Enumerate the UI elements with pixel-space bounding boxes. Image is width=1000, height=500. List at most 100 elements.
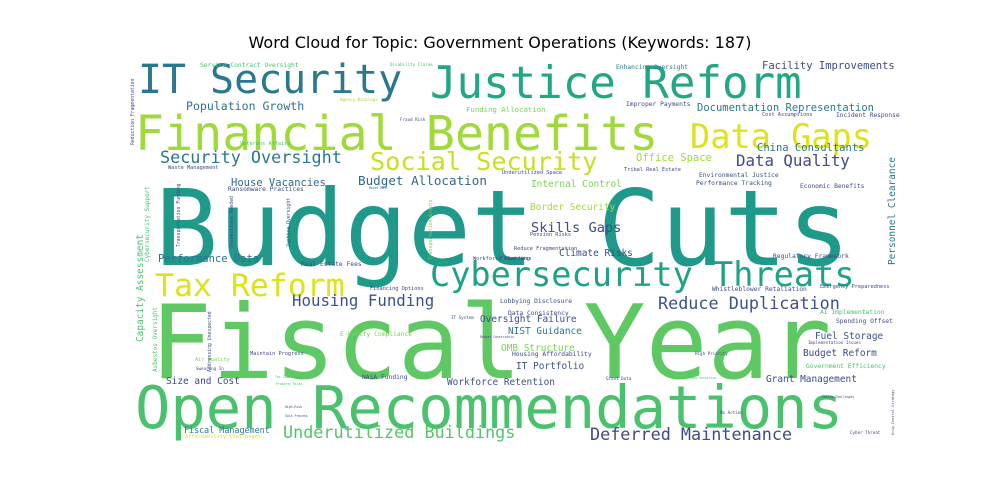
- word-data-gaps: Data Gaps: [690, 117, 872, 156]
- word-fraud-detection: Fraud Detection: [688, 376, 716, 380]
- word-workforce-retention: Workforce Retention: [447, 377, 555, 388]
- word-disability-claims: Disability Claims: [390, 62, 433, 67]
- word-nist-guidance: NIST Guidance: [508, 326, 582, 337]
- word-emergency-preparedness: Emergency Preparedness: [820, 284, 890, 290]
- word-budget-reform: Budget Reform: [803, 348, 877, 359]
- word-fiscal-year: Fiscal Year: [150, 283, 831, 403]
- word-fiscal-management: Fiscal Management: [184, 425, 270, 435]
- word-asbestos-oversight: Asbestos Oversight: [152, 307, 159, 372]
- word-pension-risks: Pension Risks: [530, 232, 571, 238]
- word-data-quality: Data Quality: [736, 151, 850, 170]
- word-reduction-fragmentation: Reduction Fragmentation: [130, 78, 136, 145]
- word-rural-mail: Rural Mail: [369, 186, 388, 190]
- word-capacity-assessment: Capacity Assessment: [135, 234, 146, 342]
- word-china-consultants: China Consultants: [757, 142, 864, 154]
- word-tax-reform: Tax Reform: [155, 268, 345, 304]
- word-fraud-risk: Fraud Risk: [400, 117, 426, 122]
- word-ransomware-practices: Ransomware Practices: [228, 186, 304, 193]
- word-regulatory-framework: Regulatory Framework: [773, 253, 849, 260]
- word-housing-affordability: Housing Affordability: [512, 351, 592, 358]
- word-addressing-unexpected: Addressing Unexpected: [207, 311, 213, 372]
- word-grant-data: Grant Data: [606, 376, 632, 381]
- word-underutilized-buildings: Underutilized Buildings: [283, 422, 515, 442]
- word-it-portfolio: IT Portfolio: [516, 361, 585, 372]
- word-it-security: IT Security: [138, 57, 402, 103]
- word-e-verify-compliance: E-Verify Compliance: [340, 331, 412, 338]
- word-economic-benefits: Economic Benefits: [800, 183, 865, 190]
- word-border-security: Border Security: [530, 202, 616, 213]
- word-enhancing-oversight: Enhancing Oversight: [616, 64, 688, 71]
- word-justice-oversight: Justice Oversight: [286, 198, 292, 247]
- word-cyber-threat: Cyber Threat: [850, 430, 881, 435]
- word-justice-reform: Justice Reform: [430, 58, 802, 109]
- word-open-recommendations: Open Recommendations: [135, 373, 843, 442]
- word-climate-risks: Climate Risks: [559, 248, 633, 259]
- word-fraud-loss: Fraud Loss: [500, 256, 532, 262]
- word-drug-control-strategy: Drug Control Strategy: [891, 389, 895, 435]
- word-documentation-representation: Documentation Representation: [697, 102, 874, 114]
- word-reduce-duplication: Reduce Duplication: [658, 293, 840, 313]
- word-deferred-maintenance: Deferred Maintenance: [590, 424, 792, 444]
- word-financing-options: Financing Options: [370, 286, 424, 292]
- word-it-system: IT System: [451, 315, 474, 320]
- word-transportation-grants: Transportation Grants: [428, 199, 434, 260]
- word-agency-backlogs: Agency Backlogs: [340, 97, 378, 102]
- word-tribal-real-estate: Tribal Real Estate: [624, 167, 681, 173]
- word-nasa-funding: NASA Funding: [362, 374, 408, 381]
- word-reduce-fragmentation: Reduce Fragmentation: [514, 246, 577, 252]
- word-tax-compliance: Tax Compliance: [275, 375, 302, 379]
- word-high-priority: High Priority: [695, 351, 728, 356]
- word-waste-management: Waste Management: [168, 165, 219, 171]
- word-omb-structure: OMB Structure: [501, 343, 575, 354]
- word-voting-challenges: Voting Challenges: [822, 395, 854, 399]
- word-swearing-in: Swearing In: [196, 366, 224, 371]
- word-workforce-planning: Workforce Planning: [473, 256, 530, 262]
- word-sale-process: Sale Process: [285, 414, 308, 418]
- word-no-action: No Action: [720, 410, 743, 415]
- word-cybersecurity-threats: Cybersecurity Threats: [430, 255, 855, 294]
- word-transportation-funding: Transportation Funding: [176, 183, 182, 247]
- word-grant-management: Grant Management: [766, 374, 857, 385]
- word-budget-allocation: Budget Allocation: [358, 173, 487, 188]
- word-property-risks: Property Risks: [276, 382, 303, 386]
- word-house-vacancies: House Vacancies: [231, 177, 326, 189]
- word-fuel-storage: Fuel Storage: [815, 331, 884, 342]
- word-government-efficiency: Government Efficiency: [806, 363, 886, 370]
- word-internal-control: Internal Control: [531, 179, 622, 190]
- cloud-background: [130, 60, 900, 440]
- word-cost-assumptions: Cost Assumptions: [762, 112, 813, 118]
- word-cybersecurity-support: Cybersecurity Support: [144, 186, 151, 262]
- word-facility-improvements: Facility Improvements: [762, 60, 895, 72]
- word-office-space: Office Space: [636, 152, 712, 164]
- word-data-consistency: Data Consistency: [508, 310, 569, 317]
- word-lobbying-disclosure: Lobbying Disclosure: [500, 298, 572, 305]
- word-personnel-clearance: Personnel Clearance: [887, 157, 898, 265]
- word-real-estate-fees: Real Estate Fees: [301, 261, 362, 268]
- word-performance-data: Performance Data: [158, 253, 259, 265]
- word-underutilized-space: Underutilized Space: [502, 170, 562, 176]
- word-incident-response: Incident Response: [836, 112, 900, 119]
- word-affordability-challenges: Affordability Challenges: [185, 434, 261, 440]
- word-social-security: Social Security: [370, 147, 597, 176]
- word-air-quality: Air Quality: [195, 357, 230, 363]
- word-population-growth: Population Growth: [186, 99, 304, 113]
- word-implementation-issues: Implementation Issues: [808, 340, 861, 345]
- word-spending-offset: Spending Offset: [836, 318, 893, 325]
- word-high-risk: High-Risk: [285, 405, 302, 409]
- word-size-and-cost: Size and Cost: [166, 376, 240, 387]
- word-budget-cuts: Budget Cuts: [155, 168, 850, 290]
- word-veterans-affairs: Veterans Affairs: [240, 141, 291, 147]
- word-financial-benefits: Financial Benefits: [135, 106, 658, 162]
- word-ai-implementation: AI Implementation: [820, 309, 885, 316]
- chart-title: Word Cloud for Topic: Government Operati…: [248, 33, 752, 52]
- word-service-contract-oversight: Service Contract Oversight: [200, 62, 299, 69]
- word-housing-funding: Housing Funding: [292, 291, 434, 310]
- word-environmental-justice: Environmental Justice: [699, 172, 779, 179]
- word-funding-allocation: Funding Allocation: [466, 105, 546, 114]
- word-improper-payments: Improper Payments: [626, 101, 691, 108]
- word-skills-gaps: Skills Gaps: [531, 220, 621, 236]
- word-inspections-needed: Inspections Needed: [229, 196, 235, 248]
- word-whistleblower-retaliation: Whistleblower Retaliation: [712, 286, 807, 293]
